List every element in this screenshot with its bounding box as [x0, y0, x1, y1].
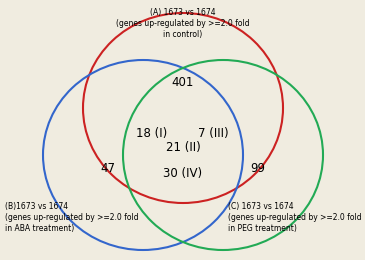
Text: 99: 99	[250, 161, 265, 174]
Text: 21 (II): 21 (II)	[166, 141, 200, 154]
Text: (A) 1673 vs 1674
(genes up-regulated by >=2.0 fold
in control): (A) 1673 vs 1674 (genes up-regulated by …	[116, 8, 250, 39]
Text: 18 (I): 18 (I)	[137, 127, 168, 140]
Text: (C) 1673 vs 1674
(genes up-regulated by >=2.0 fold
in PEG treatment): (C) 1673 vs 1674 (genes up-regulated by …	[228, 202, 362, 233]
Text: 401: 401	[172, 75, 194, 88]
Text: 7 (III): 7 (III)	[198, 127, 228, 140]
Text: 47: 47	[100, 161, 115, 174]
Text: (B)1673 vs 1674
(genes up-regulated by >=2.0 fold
in ABA treatment): (B)1673 vs 1674 (genes up-regulated by >…	[5, 202, 139, 233]
Text: 30 (IV): 30 (IV)	[164, 166, 203, 179]
